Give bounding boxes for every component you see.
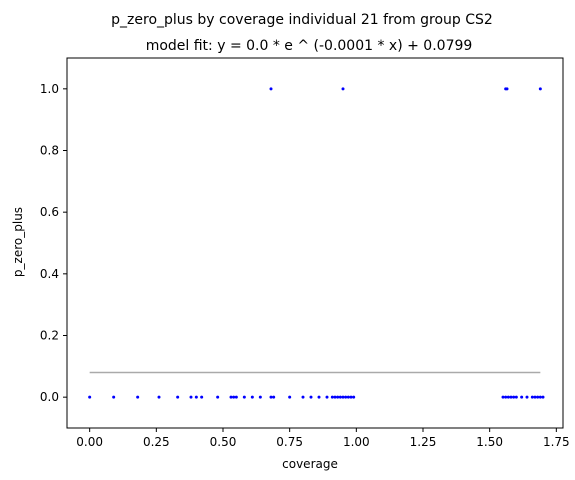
chart-title: p_zero_plus by coverage individual 21 fr… [111, 12, 493, 28]
data-point [250, 395, 254, 399]
data-point [525, 395, 529, 399]
data-point [330, 395, 334, 399]
x-tick-label: 1.75 [543, 435, 570, 449]
data-point [333, 395, 337, 399]
data-point [194, 395, 198, 399]
x-axis-label: coverage [282, 457, 338, 471]
data-point [530, 395, 534, 399]
data-point [538, 87, 542, 91]
data-point [505, 87, 509, 91]
data-point [136, 395, 140, 399]
plot-frame [66, 57, 564, 429]
data-point [216, 395, 220, 399]
data-point [301, 395, 305, 399]
x-tick-label: 0.25 [143, 435, 170, 449]
data-point [514, 395, 518, 399]
data-point [272, 395, 276, 399]
data-point [533, 395, 537, 399]
data-point [520, 395, 524, 399]
data-point [349, 395, 353, 399]
y-tick-label: 0.6 [40, 205, 59, 219]
data-point [325, 395, 329, 399]
data-point [344, 395, 348, 399]
data-point [338, 395, 342, 399]
x-tick-label: 1.00 [343, 435, 370, 449]
data-point [541, 395, 545, 399]
data-point [234, 395, 238, 399]
data-point [317, 395, 321, 399]
data-point [509, 395, 513, 399]
data-point [242, 395, 246, 399]
axis-ticks: 0.00 0.25 0.50 0.75 1.00 1.25 1.50 1.75 0.0 0.2 0.… [40, 82, 570, 449]
y-tick-label: 0.0 [40, 390, 59, 404]
data-marks [88, 87, 545, 399]
data-point [346, 395, 350, 399]
x-tick-label: 1.50 [476, 435, 503, 449]
data-point [538, 395, 542, 399]
data-point [501, 395, 505, 399]
data-point [258, 395, 262, 399]
data-point [352, 395, 356, 399]
data-point [88, 395, 92, 399]
y-tick-label: 1.0 [40, 82, 59, 96]
x-tick-label: 0.00 [76, 435, 103, 449]
y-tick-label: 0.2 [40, 329, 59, 343]
data-point [504, 395, 508, 399]
data-point [229, 395, 233, 399]
chart-subtitle: model fit: y = 0.0 * e ^ (-0.0001 * x) +… [146, 38, 473, 54]
data-point [336, 395, 340, 399]
data-point [269, 87, 273, 91]
data-point [309, 395, 313, 399]
data-point [506, 395, 510, 399]
data-point [512, 395, 516, 399]
data-point [189, 395, 193, 399]
data-point [341, 87, 345, 91]
y-tick-label: 0.4 [40, 267, 59, 281]
data-point [112, 395, 116, 399]
x-tick-label: 1.25 [410, 435, 437, 449]
data-point [288, 395, 292, 399]
x-tick-label: 0.50 [210, 435, 237, 449]
y-axis-label: p_zero_plus [11, 207, 25, 277]
y-tick-label: 0.8 [40, 144, 59, 158]
data-point [157, 395, 161, 399]
data-point [200, 395, 204, 399]
data-point [232, 395, 236, 399]
data-point [341, 395, 345, 399]
data-point [536, 395, 540, 399]
x-tick-label: 0.75 [276, 435, 303, 449]
data-point [176, 395, 180, 399]
data-point [269, 395, 273, 399]
